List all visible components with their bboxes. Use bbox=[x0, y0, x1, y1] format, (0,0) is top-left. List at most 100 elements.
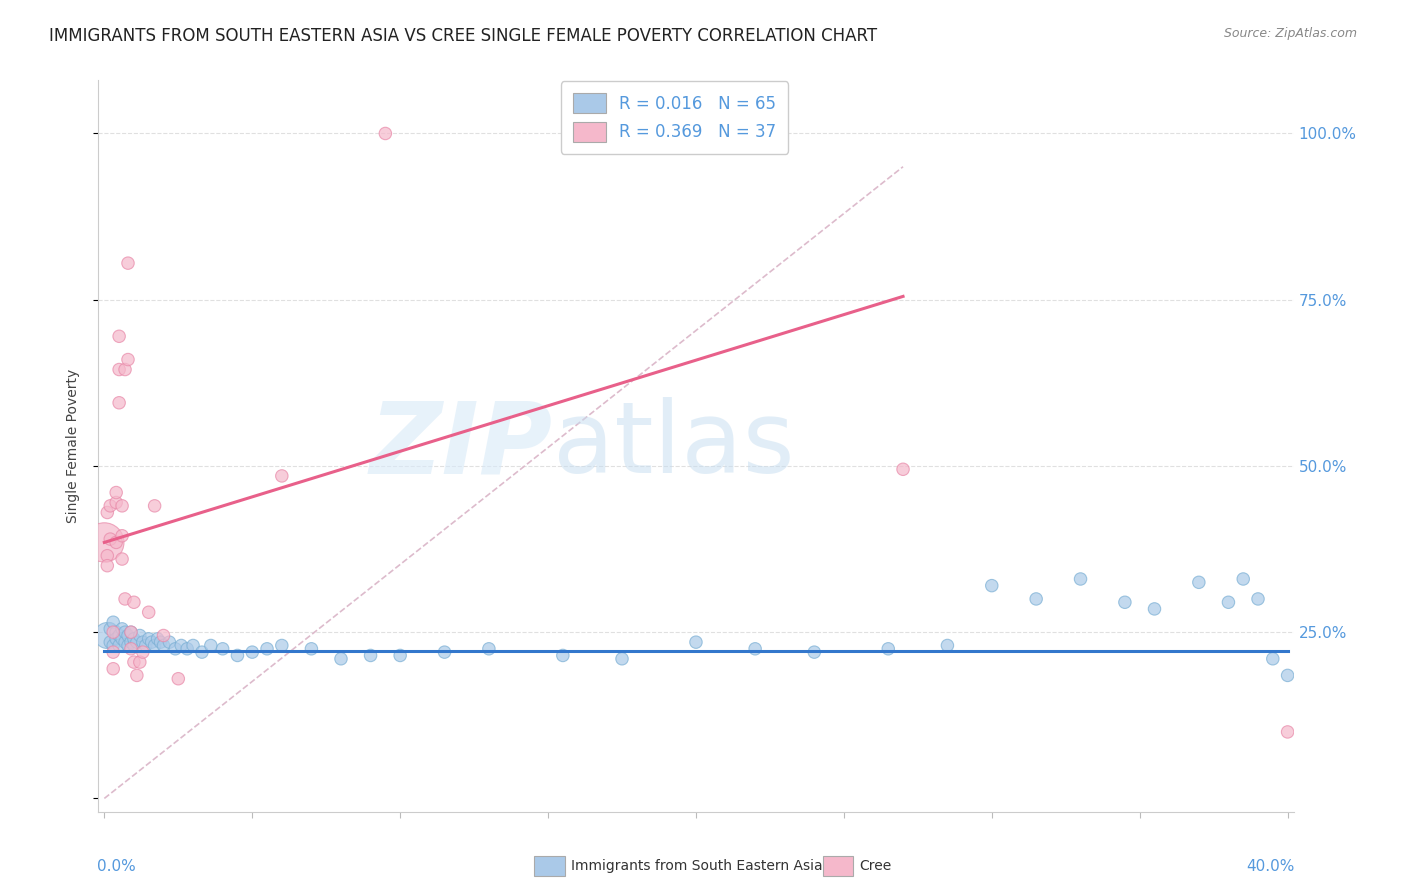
Point bbox=[226, 648, 249, 663]
Point bbox=[98, 635, 121, 649]
Point bbox=[117, 256, 139, 270]
Text: atlas: atlas bbox=[553, 398, 794, 494]
Point bbox=[111, 552, 134, 566]
Point bbox=[128, 655, 150, 669]
Point bbox=[891, 462, 914, 476]
Point bbox=[98, 532, 121, 546]
Text: ZIP: ZIP bbox=[370, 398, 553, 494]
Legend: R = 0.016   N = 65, R = 0.369   N = 37: R = 0.016 N = 65, R = 0.369 N = 37 bbox=[561, 81, 787, 153]
Point bbox=[330, 652, 353, 666]
Point bbox=[170, 639, 193, 653]
Point bbox=[744, 641, 766, 656]
Point bbox=[1025, 591, 1047, 606]
Text: Cree: Cree bbox=[859, 859, 891, 873]
Point bbox=[93, 535, 115, 549]
Point bbox=[980, 579, 1002, 593]
Point bbox=[108, 362, 131, 376]
Point bbox=[181, 639, 204, 653]
Point bbox=[120, 625, 142, 640]
Point bbox=[1247, 591, 1270, 606]
Text: IMMIGRANTS FROM SOUTH EASTERN ASIA VS CREE SINGLE FEMALE POVERTY CORRELATION CHA: IMMIGRANTS FROM SOUTH EASTERN ASIA VS CR… bbox=[49, 27, 877, 45]
Point bbox=[1218, 595, 1240, 609]
Point bbox=[610, 652, 633, 666]
Point bbox=[143, 499, 166, 513]
Point bbox=[120, 625, 142, 640]
Point bbox=[389, 648, 412, 663]
Point bbox=[1277, 668, 1299, 682]
Point bbox=[256, 641, 278, 656]
Point bbox=[551, 648, 574, 663]
Point bbox=[122, 632, 145, 646]
Point bbox=[141, 635, 163, 649]
Point bbox=[433, 645, 456, 659]
Point bbox=[128, 628, 150, 642]
Point bbox=[111, 632, 134, 646]
Point bbox=[105, 625, 128, 640]
Point bbox=[270, 639, 292, 653]
Point bbox=[1143, 602, 1166, 616]
Point bbox=[122, 639, 145, 653]
Point bbox=[117, 352, 139, 367]
Point bbox=[103, 645, 125, 659]
Point bbox=[165, 641, 187, 656]
Point bbox=[114, 625, 136, 640]
Point bbox=[936, 639, 959, 653]
Point bbox=[167, 672, 190, 686]
Point bbox=[122, 595, 145, 609]
Point bbox=[103, 662, 125, 676]
Point bbox=[105, 535, 128, 549]
Point bbox=[114, 362, 136, 376]
Point bbox=[200, 639, 222, 653]
Point bbox=[299, 641, 322, 656]
Point bbox=[108, 639, 131, 653]
Point bbox=[803, 645, 825, 659]
Point bbox=[105, 485, 128, 500]
Point bbox=[1070, 572, 1092, 586]
Point bbox=[96, 549, 118, 563]
Point bbox=[478, 641, 501, 656]
Point bbox=[1277, 725, 1299, 739]
Point bbox=[125, 668, 148, 682]
Point bbox=[191, 645, 214, 659]
Text: 40.0%: 40.0% bbox=[1246, 859, 1295, 874]
Point bbox=[117, 639, 139, 653]
Point bbox=[146, 632, 169, 646]
Point bbox=[103, 625, 125, 640]
Text: Immigrants from South Eastern Asia: Immigrants from South Eastern Asia bbox=[571, 859, 823, 873]
Point bbox=[176, 641, 198, 656]
Text: 0.0%: 0.0% bbox=[97, 859, 136, 874]
Point bbox=[157, 635, 180, 649]
Point bbox=[105, 495, 128, 509]
Point bbox=[138, 605, 160, 619]
Point bbox=[1261, 652, 1284, 666]
Point bbox=[96, 558, 118, 573]
Point bbox=[270, 469, 292, 483]
Point bbox=[96, 628, 118, 642]
Point bbox=[143, 639, 166, 653]
Point bbox=[149, 635, 172, 649]
Y-axis label: Single Female Poverty: Single Female Poverty bbox=[66, 369, 80, 523]
Point bbox=[877, 641, 900, 656]
Point bbox=[111, 622, 134, 636]
Point bbox=[103, 639, 125, 653]
Point bbox=[103, 615, 125, 630]
Point bbox=[105, 632, 128, 646]
Point bbox=[117, 628, 139, 642]
Point bbox=[108, 329, 131, 343]
Point bbox=[211, 641, 233, 656]
Point bbox=[114, 591, 136, 606]
Point bbox=[111, 499, 134, 513]
Point bbox=[1232, 572, 1254, 586]
Point bbox=[122, 655, 145, 669]
Point bbox=[120, 641, 142, 656]
Point bbox=[374, 127, 396, 141]
Point bbox=[98, 499, 121, 513]
Point bbox=[96, 506, 118, 520]
Point bbox=[98, 622, 121, 636]
Point bbox=[360, 648, 382, 663]
Point bbox=[125, 635, 148, 649]
Point bbox=[1114, 595, 1136, 609]
Point bbox=[111, 529, 134, 543]
Point bbox=[1188, 575, 1211, 590]
Point bbox=[240, 645, 263, 659]
